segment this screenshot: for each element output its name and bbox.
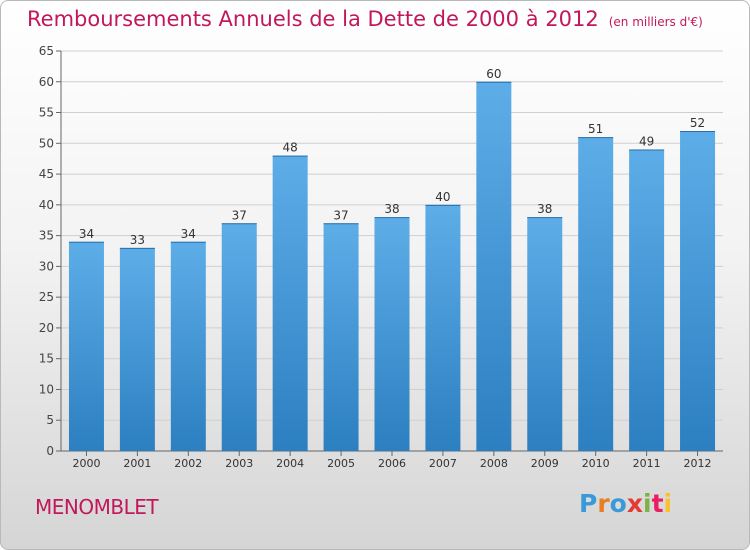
bar-2005 — [323, 223, 359, 451]
x-tick-label: 2011 — [633, 457, 661, 470]
bars — [68, 81, 716, 452]
bar-2012 — [680, 131, 716, 451]
y-tick-label: 0 — [46, 444, 54, 458]
data-labels: 34 33 34 37 48 37 38 40 60 38 51 49 52 — [79, 67, 705, 247]
commune-name: MENOMBLET — [35, 495, 159, 519]
y-tick-label: 40 — [39, 198, 54, 212]
x-tick-label: 2006 — [378, 457, 406, 470]
bar-2001 — [119, 247, 155, 451]
y-tick-label: 45 — [39, 167, 54, 181]
bar-2006 — [374, 217, 410, 451]
data-label: 49 — [639, 134, 654, 148]
y-tick-label: 30 — [39, 259, 54, 273]
y-tick-label: 50 — [39, 136, 54, 150]
x-tick-label: 2005 — [327, 457, 355, 470]
data-label: 52 — [690, 116, 705, 130]
chart-title: Remboursements Annuels de la Dette de 20… — [27, 7, 599, 31]
bar-2007 — [425, 204, 461, 451]
logo-letter: t — [651, 489, 664, 518]
logo-letter: P — [579, 489, 598, 518]
y-tick-label: 55 — [39, 106, 54, 120]
data-label: 37 — [333, 208, 348, 222]
x-tick-label: 2004 — [276, 457, 304, 470]
data-label: 48 — [283, 141, 298, 155]
y-tick-label: 25 — [39, 290, 54, 304]
y-tick-label: 20 — [39, 321, 54, 335]
chart-unit: (en milliers d'€) — [608, 15, 703, 29]
data-label: 38 — [384, 202, 399, 216]
data-label: 60 — [486, 67, 501, 81]
data-label: 51 — [588, 122, 603, 136]
bar-2004 — [272, 155, 308, 451]
y-tick-label: 35 — [39, 229, 54, 243]
logo-letter: o — [609, 489, 627, 518]
x-tick-label: 2000 — [72, 457, 100, 470]
x-tick-label: 2001 — [123, 457, 151, 470]
x-tick-label: 2008 — [480, 457, 508, 470]
x-tick-label: 2010 — [582, 457, 610, 470]
x-tick-label: 2007 — [429, 457, 457, 470]
logo-letter: i — [643, 489, 652, 518]
bar-2002 — [170, 241, 206, 451]
logo-letter: x — [626, 489, 643, 518]
data-label: 40 — [435, 190, 450, 204]
bar-2011 — [629, 149, 665, 451]
y-tick-label: 10 — [39, 382, 54, 396]
bar-2003 — [221, 223, 257, 451]
bar-2010 — [578, 137, 614, 451]
data-label: 37 — [232, 208, 247, 222]
logo-letter: r — [597, 489, 610, 518]
x-tick-label: 2009 — [531, 457, 559, 470]
y-tick-label: 15 — [39, 352, 54, 366]
logo-letter: i — [663, 489, 673, 518]
y-tick-label: 5 — [46, 413, 54, 427]
x-tick-label: 2003 — [225, 457, 253, 470]
x-tick-label: 2012 — [684, 457, 712, 470]
data-label: 34 — [79, 227, 94, 241]
data-label: 33 — [130, 233, 145, 247]
bar-2008 — [476, 81, 512, 452]
title-row: Remboursements Annuels de la Dette de 20… — [27, 7, 703, 31]
bar-2009 — [527, 217, 563, 451]
y-tick-label: 60 — [39, 75, 54, 89]
data-label: 38 — [537, 202, 552, 216]
y-tick-labels: 0 5 10 15 20 25 30 35 40 45 50 55 60 65 — [39, 44, 54, 458]
data-label: 34 — [181, 227, 196, 241]
x-tick-label: 2002 — [174, 457, 202, 470]
x-tick-labels: 2000 2001 2002 2003 2004 2005 2006 2007 2008 2009… — [72, 451, 712, 470]
y-tick-label: 65 — [39, 44, 54, 58]
bar-2000 — [68, 241, 104, 451]
